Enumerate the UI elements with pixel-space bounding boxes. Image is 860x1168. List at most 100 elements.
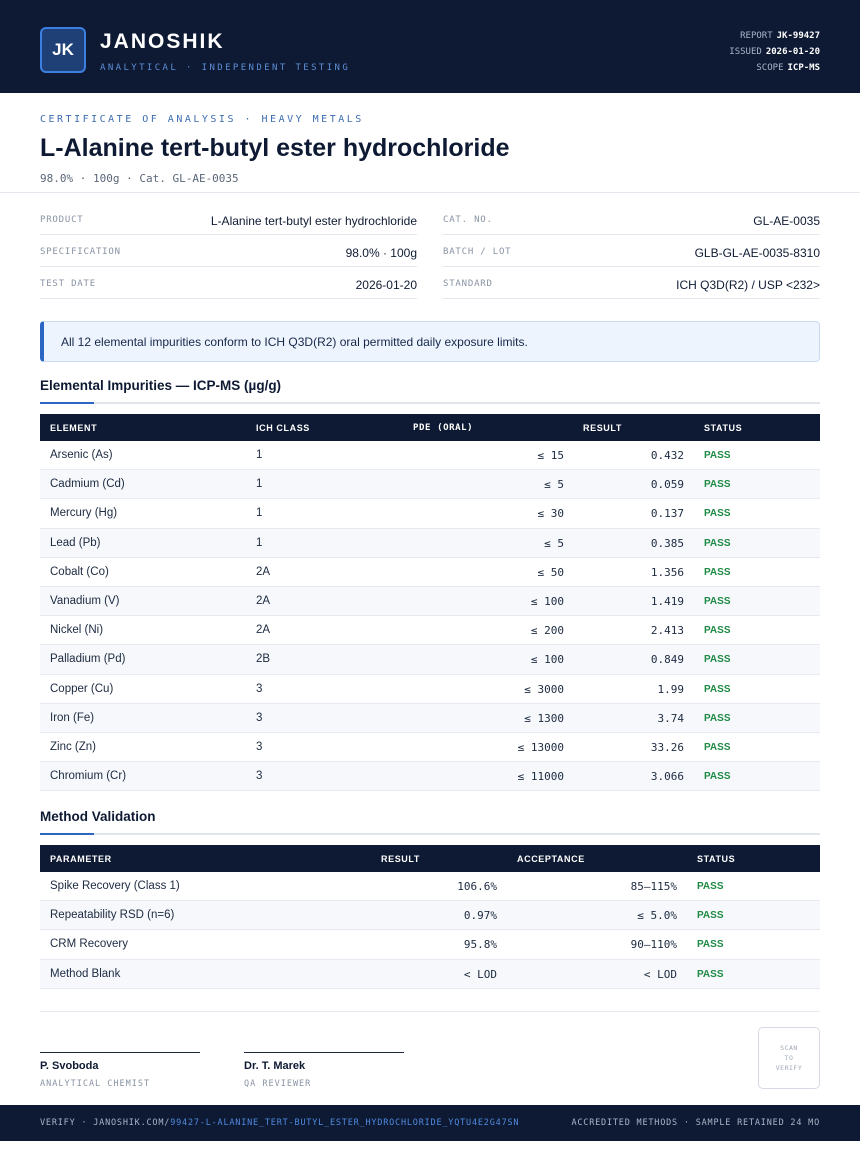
table-row: Zinc (Zn) 3 ≤ 13000 33.26 PASS: [40, 733, 820, 763]
brand-name: JANOSHIK: [100, 30, 225, 53]
ich-class-cell: 2A: [256, 624, 271, 637]
info-value: 98.0% · 100g: [345, 246, 417, 260]
status-badge: PASS: [697, 968, 724, 980]
verify-text: VERIFY · JANOSHIK.COM/99427-L-ALANINE_TE…: [40, 1118, 520, 1128]
result-cell: 0.432: [650, 449, 684, 462]
signatory-role: QA REVIEWER: [244, 1079, 312, 1089]
info-label: BATCH / LOT: [443, 247, 512, 257]
table-row: Mercury (Hg) 1 ≤ 30 0.137 PASS: [40, 499, 820, 529]
result-cell: 0.97%: [463, 909, 497, 923]
signatory-role: ANALYTICAL CHEMIST: [40, 1079, 151, 1089]
table-header: PARAMETER RESULT ACCEPTANCE STATUS: [40, 845, 820, 872]
table-row: Chromium (Cr) 3 ≤ 11000 3.066 PASS: [40, 762, 820, 792]
status-badge: PASS: [704, 683, 731, 695]
document-eyebrow: CERTIFICATE OF ANALYSIS · HEAVY METALS: [40, 114, 364, 125]
info-row-standard: STANDARD ICH Q3D(R2) / USP <232>: [443, 267, 820, 299]
element-cell: Iron (Fe): [50, 711, 95, 724]
pde-cell: ≤ 5: [544, 536, 564, 550]
status-badge: PASS: [704, 508, 731, 520]
pde-cell: ≤ 5: [544, 478, 564, 492]
info-value: GLB-GL-AE-0035-8310: [694, 246, 820, 260]
signature-block-chemist: P. Svoboda ANALYTICAL CHEMIST: [40, 1052, 200, 1089]
issued-line: ISSUED 2026-01-20: [729, 47, 820, 57]
status-badge: PASS: [704, 741, 731, 753]
column-header: ACCEPTANCE: [517, 854, 585, 864]
result-cell: 33.26: [650, 740, 684, 754]
table-row: Cadmium (Cd) 1 ≤ 5 0.059 PASS: [40, 470, 820, 500]
ich-class-cell: 3: [256, 770, 263, 783]
page-title: L-Alanine tert-butyl ester hydrochloride: [40, 134, 510, 162]
ich-class-cell: 2A: [256, 594, 271, 607]
table-row: Vanadium (V) 2A ≤ 100 1.419 PASS: [40, 586, 820, 617]
ich-class-cell: 3: [256, 682, 263, 695]
result-cell: 3.066: [650, 770, 684, 784]
column-header: RESULT: [381, 854, 420, 864]
page-subtitle: 98.0% · 100g · Cat. GL-AE-0035: [40, 172, 239, 185]
report-footer: VERIFY · JANOSHIK.COM/99427-L-ALANINE_TE…: [0, 1105, 860, 1141]
table-row: Iron (Fe) 3 ≤ 1300 3.74 PASS: [40, 703, 820, 733]
table-row: Arsenic (As) 1 ≤ 15 0.432 PASS: [40, 441, 820, 471]
info-label: TEST DATE: [40, 279, 96, 289]
status-badge: PASS: [704, 654, 731, 666]
info-row-batch-lot: BATCH / LOT GLB-GL-AE-0035-8310: [443, 235, 820, 267]
pde-cell: ≤ 15: [537, 449, 565, 462]
status-badge: PASS: [704, 771, 731, 783]
element-cell: Arsenic (As): [50, 449, 113, 461]
column-header: STATUS: [704, 423, 743, 433]
ich-class-cell: 1: [256, 478, 263, 491]
info-row-product: PRODUCT L-Alanine tert-butyl ester hydro…: [40, 203, 417, 235]
info-label: PRODUCT: [40, 215, 84, 225]
result-cell: 0.059: [650, 478, 684, 492]
signature-block-reviewer: Dr. T. Marek QA REVIEWER: [244, 1052, 404, 1089]
impurities-section-title: Elemental Impurities — ICP-MS (µg/g): [40, 378, 282, 393]
result-cell: 2.413: [650, 624, 684, 638]
verify-link[interactable]: 99427-L-ALANINE_TERT-BUTYL_ESTER_HYDROCH…: [170, 1118, 520, 1128]
pde-cell: ≤ 200: [530, 624, 564, 638]
column-header: PARAMETER: [50, 854, 112, 864]
ich-class-cell: 3: [256, 740, 263, 753]
validation-section-title: Method Validation: [40, 809, 156, 824]
result-cell: 106.6%: [457, 880, 497, 893]
info-label: STANDARD: [443, 279, 493, 289]
ich-class-cell: 2A: [256, 565, 271, 578]
footer-note: ACCREDITED METHODS · SAMPLE RETAINED 24 …: [571, 1118, 820, 1128]
acceptance-cell: 90–110%: [630, 938, 677, 952]
parameter-cell: CRM Recovery: [50, 938, 128, 951]
pde-cell: ≤ 1300: [524, 711, 564, 725]
pde-cell: ≤ 50: [537, 565, 565, 579]
report-id-line: REPORT JK-99427: [740, 31, 820, 41]
acceptance-cell: 85–115%: [630, 880, 677, 893]
issued-date: 2026-01-20: [765, 47, 820, 57]
status-badge: PASS: [697, 910, 724, 922]
result-cell: 0.849: [650, 653, 684, 667]
parameter-cell: Method Blank: [50, 967, 121, 980]
table-row: Cobalt (Co) 2A ≤ 50 1.356 PASS: [40, 558, 820, 587]
conformance-notice-text: All 12 elemental impurities conform to I…: [61, 335, 528, 349]
pde-cell: ≤ 11000: [517, 770, 564, 784]
verify-qr-placeholder[interactable]: SCAN TO VERIFY: [758, 1027, 820, 1089]
info-row-cat-no: CAT. NO. GL-AE-0035: [443, 203, 820, 235]
pde-cell: ≤ 30: [537, 507, 565, 521]
element-cell: Zinc (Zn): [50, 740, 96, 753]
pde-cell: ≤ 13000: [517, 740, 564, 754]
info-label: SPECIFICATION: [40, 247, 121, 257]
info-value: GL-AE-0035: [753, 214, 820, 228]
element-cell: Copper (Cu): [50, 682, 114, 695]
ich-class-cell: 1: [256, 449, 263, 461]
conformance-notice: All 12 elemental impurities conform to I…: [40, 321, 820, 362]
result-cell: 1.99: [657, 682, 685, 696]
status-badge: PASS: [704, 479, 731, 491]
scope-value: ICP-MS: [787, 63, 820, 73]
column-header: ICH CLASS: [256, 423, 310, 433]
status-badge: PASS: [704, 566, 731, 578]
info-row-test-date: TEST DATE 2026-01-20: [40, 267, 417, 299]
brand-logo: JK: [40, 27, 86, 73]
ich-class-cell: 1: [256, 507, 263, 520]
info-row-specification: SPECIFICATION 98.0% · 100g: [40, 235, 417, 267]
ich-class-cell: 2B: [256, 653, 271, 666]
element-cell: Lead (Pb): [50, 536, 101, 549]
impurities-table: ELEMENT ICH CLASS PDE (ORAL) RESULT STAT…: [40, 414, 820, 792]
column-header: PDE (ORAL): [413, 423, 474, 433]
status-badge: PASS: [704, 450, 731, 461]
table-row: Spike Recovery (Class 1) 106.6% 85–115% PAS…: [40, 872, 820, 902]
